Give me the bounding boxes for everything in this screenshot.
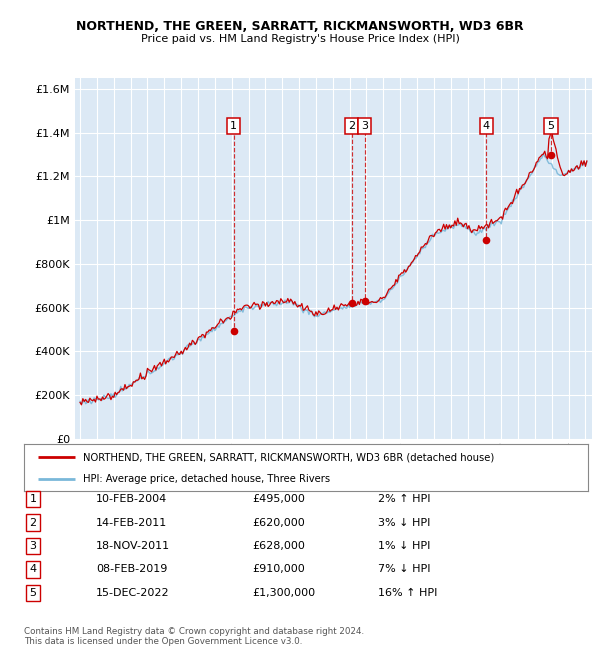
Text: 1% ↓ HPI: 1% ↓ HPI [378,541,430,551]
Text: 16% ↑ HPI: 16% ↑ HPI [378,588,437,598]
Text: 1: 1 [29,494,37,504]
Text: NORTHEND, THE GREEN, SARRATT, RICKMANSWORTH, WD3 6BR (detached house): NORTHEND, THE GREEN, SARRATT, RICKMANSWO… [83,452,494,462]
Text: 18-NOV-2011: 18-NOV-2011 [96,541,170,551]
Text: 2% ↑ HPI: 2% ↑ HPI [378,494,431,504]
Text: 14-FEB-2011: 14-FEB-2011 [96,517,167,528]
Text: £910,000: £910,000 [252,564,305,575]
Text: 15-DEC-2022: 15-DEC-2022 [96,588,170,598]
Text: 1: 1 [230,121,237,131]
Text: 3: 3 [361,121,368,131]
Text: Price paid vs. HM Land Registry's House Price Index (HPI): Price paid vs. HM Land Registry's House … [140,34,460,44]
Text: 5: 5 [548,121,554,131]
Text: Contains HM Land Registry data © Crown copyright and database right 2024.: Contains HM Land Registry data © Crown c… [24,627,364,636]
Text: 7% ↓ HPI: 7% ↓ HPI [378,564,431,575]
Text: This data is licensed under the Open Government Licence v3.0.: This data is licensed under the Open Gov… [24,637,302,646]
Text: £1,300,000: £1,300,000 [252,588,315,598]
Text: 08-FEB-2019: 08-FEB-2019 [96,564,167,575]
Text: 2: 2 [348,121,355,131]
Text: 5: 5 [29,588,37,598]
Text: 2: 2 [29,517,37,528]
Text: 4: 4 [29,564,37,575]
Text: £495,000: £495,000 [252,494,305,504]
Text: HPI: Average price, detached house, Three Rivers: HPI: Average price, detached house, Thre… [83,474,331,484]
Text: 10-FEB-2004: 10-FEB-2004 [96,494,167,504]
Text: 4: 4 [482,121,490,131]
Text: £628,000: £628,000 [252,541,305,551]
Text: NORTHEND, THE GREEN, SARRATT, RICKMANSWORTH, WD3 6BR: NORTHEND, THE GREEN, SARRATT, RICKMANSWO… [76,20,524,32]
Text: £620,000: £620,000 [252,517,305,528]
Text: 3% ↓ HPI: 3% ↓ HPI [378,517,430,528]
Text: 3: 3 [29,541,37,551]
